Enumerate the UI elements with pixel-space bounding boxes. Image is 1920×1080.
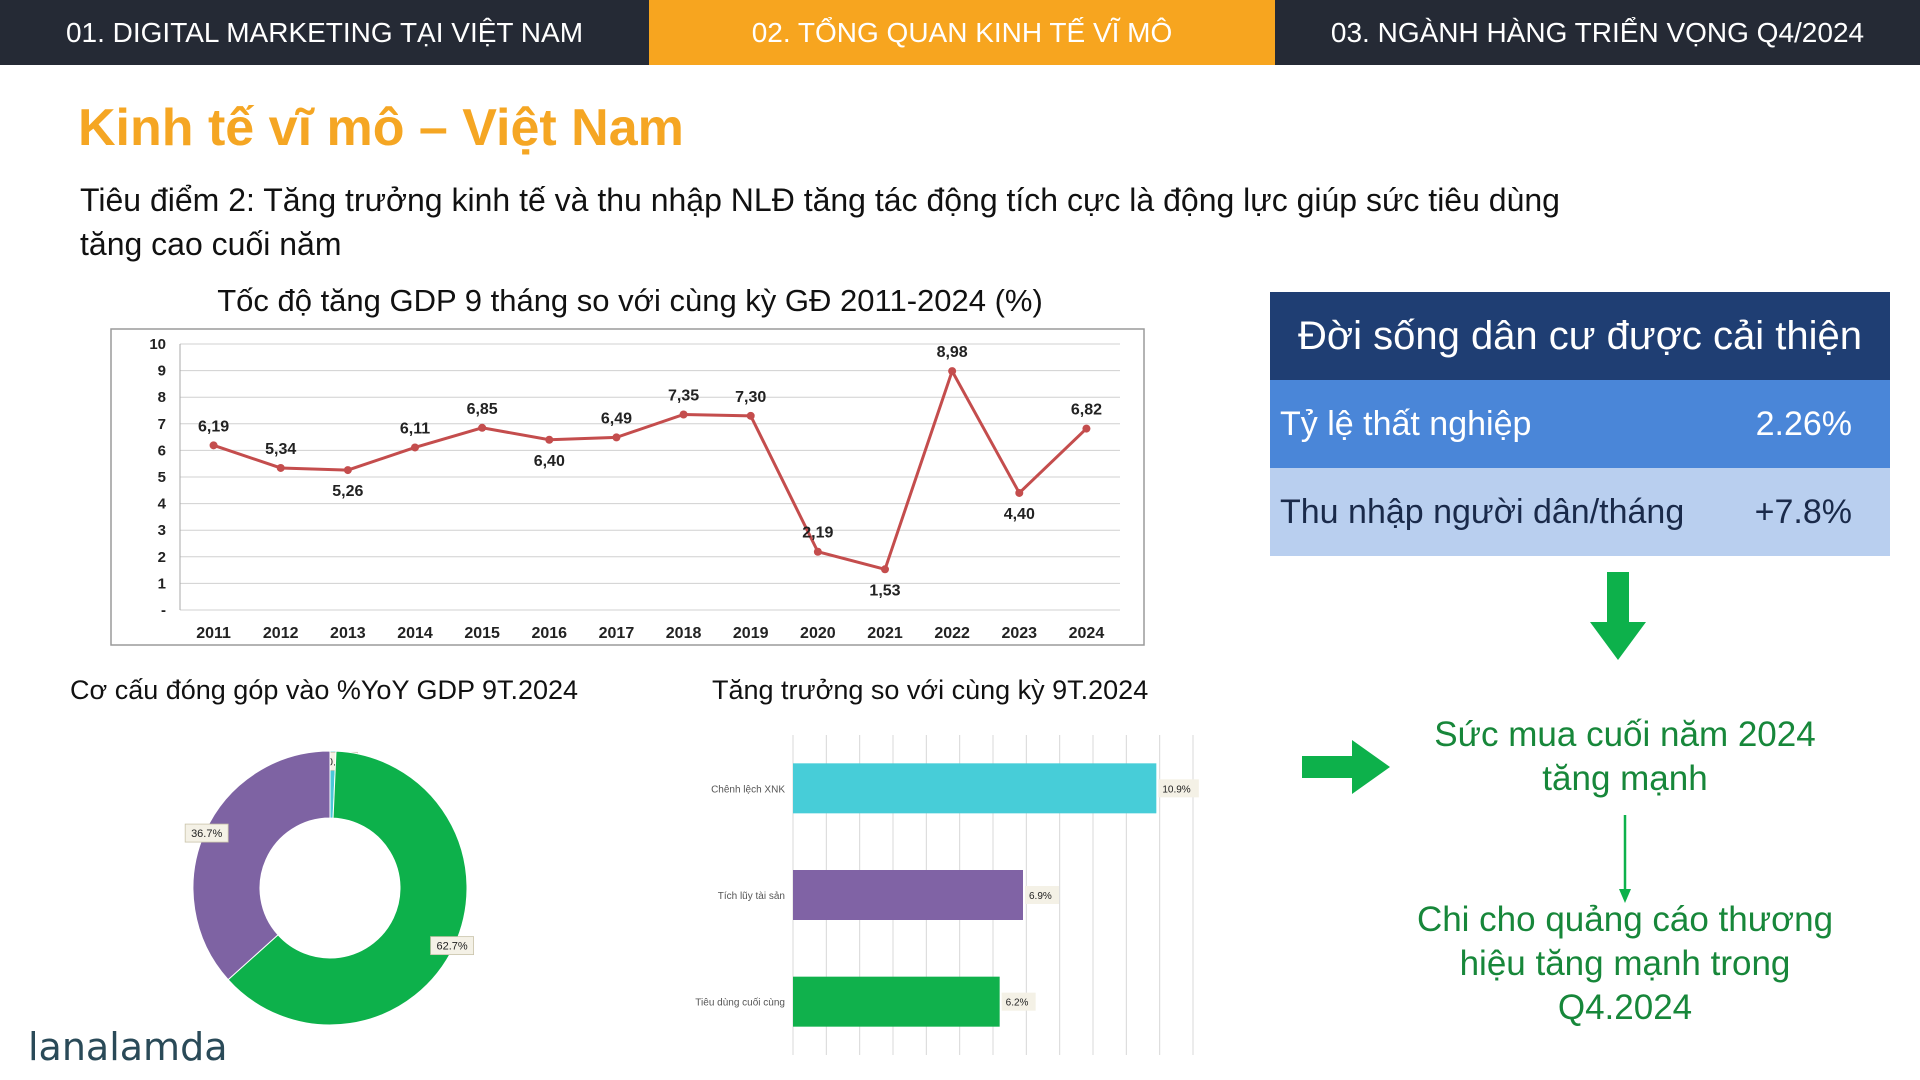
gdp-data-point xyxy=(411,443,419,452)
gdp-data-label: 6,19 xyxy=(198,418,229,435)
gdp-data-label: 6,11 xyxy=(400,420,430,437)
gdp-data-label: 1,53 xyxy=(869,582,900,599)
bar-category-label: Tích lũy tài sản xyxy=(718,891,785,902)
gdp-data-label: 6,49 xyxy=(601,410,632,427)
gdp-y-tick-label: 8 xyxy=(158,389,166,406)
gdp-y-tick-label: - xyxy=(161,602,166,619)
gdp-data-point xyxy=(343,466,352,475)
gdp-x-tick-label: 2019 xyxy=(733,625,769,642)
gdp-x-tick-label: 2022 xyxy=(934,625,970,642)
unemployment-value: 2.26% xyxy=(1755,404,1852,443)
gdp-y-tick-label: 6 xyxy=(158,442,166,459)
gdp-y-tick-label: 10 xyxy=(149,336,166,353)
donut-slice xyxy=(192,750,331,981)
donut-data-label: 62.7% xyxy=(436,941,467,953)
gdp-x-tick-label: 2020 xyxy=(800,625,836,642)
arrow-right-icon xyxy=(1302,740,1390,794)
living-standards-box: Đời sống dân cư được cải thiện Tỷ lệ thấ… xyxy=(1270,292,1890,556)
gdp-chart-frame xyxy=(110,328,1145,646)
unemployment-label: Tỷ lệ thất nghiệp xyxy=(1280,404,1532,443)
section-tabs: 01. DIGITAL MARKETING TẠI VIỆT NAM 02. T… xyxy=(0,0,1920,65)
gdp-chart-title: Tốc độ tăng GDP 9 tháng so với cùng kỳ G… xyxy=(217,283,1043,318)
gdp-data-label: 6,85 xyxy=(467,401,498,418)
gdp-y-tick-label: 9 xyxy=(158,363,166,380)
gdp-data-label: 8,98 xyxy=(937,344,968,361)
donut-label-box xyxy=(430,936,474,956)
gdp-x-tick-label: 2015 xyxy=(464,625,500,642)
gdp-y-tick-label: 3 xyxy=(158,522,166,539)
bar-label-box xyxy=(1025,886,1059,904)
gdp-data-point xyxy=(679,410,688,419)
donut-slice xyxy=(227,750,468,1026)
donut-data-label: 36.7% xyxy=(191,828,222,840)
bar-chart-title: Tăng trưởng so với cùng kỳ 9T.2024 xyxy=(712,675,1149,705)
arrow-down-icon xyxy=(1590,572,1646,660)
gdp-data-label: 5,26 xyxy=(332,483,363,500)
brand-logo: lanalamda xyxy=(28,1025,228,1069)
bar-mark xyxy=(793,763,1157,814)
gdp-y-tick-label: 4 xyxy=(158,496,167,513)
donut-chart-title: Cơ cấu đóng góp vào %YoY GDP 9T.2024 xyxy=(70,675,579,705)
gdp-x-tick-label: 2013 xyxy=(330,625,366,642)
income-value: +7.8% xyxy=(1754,492,1852,531)
bar-data-label: 6.9% xyxy=(1029,891,1052,902)
gdp-line-chart: - 1 2 3 4 5 6 7 8 9 10 2011 2012 2013 2014 2015 2016 2017… xyxy=(110,328,1145,646)
gdp-x-tick-label: 2023 xyxy=(1001,625,1037,642)
gdp-x-tick-label: 2024 xyxy=(1069,625,1105,642)
gdp-y-tick-label: 7 xyxy=(158,416,166,433)
gdp-y-tick-label: 1 xyxy=(158,575,166,592)
bar-label-box xyxy=(1001,992,1036,1011)
bar-mark xyxy=(793,870,1023,920)
gdp-x-tick-label: 2017 xyxy=(599,625,635,642)
gdp-data-point xyxy=(813,547,822,556)
gdp-x-tick-label: 2012 xyxy=(263,625,299,642)
bar-category-label: Chênh lệch XNK xyxy=(711,784,785,795)
bar-data-label: 6.2% xyxy=(1006,998,1029,1009)
gdp-contribution-donut-chart: 0.7%62.7%36.7% xyxy=(184,750,474,1026)
gdp-data-label: 2,19 xyxy=(802,525,833,542)
gdp-data-point xyxy=(209,441,218,450)
bar-label-box xyxy=(1158,779,1199,798)
gdp-x-tick-label: 2016 xyxy=(531,625,567,642)
gdp-data-point xyxy=(478,423,487,432)
tab-macro-overview[interactable]: 02. TỔNG QUAN KINH TẾ VĨ MÔ xyxy=(649,0,1275,65)
gdp-data-point xyxy=(881,565,889,574)
tab-prospective-industries[interactable]: 03. NGÀNH HÀNG TRIỂN VỌNG Q4/2024 xyxy=(1275,0,1920,65)
income-row: Thu nhập người dân/tháng +7.8% xyxy=(1270,468,1890,556)
gdp-data-point xyxy=(545,435,554,444)
living-standards-header: Đời sống dân cư được cải thiện xyxy=(1270,292,1890,380)
income-label: Thu nhập người dân/tháng xyxy=(1280,492,1685,531)
gdp-data-point xyxy=(276,463,285,472)
gdp-x-tick-label: 2011 xyxy=(196,625,231,642)
bar-data-label: 10.9% xyxy=(1162,784,1190,795)
ad-spend-text: Chi cho quảng cáo thương hiệu tăng mạnh … xyxy=(1416,900,1834,1027)
growth-bar-chart: Chênh lệch XNK 10.9% Tích lũy tài sản 6.9% T… xyxy=(695,735,1199,1055)
unemployment-row: Tỷ lệ thất nghiệp 2.26% xyxy=(1270,380,1890,468)
gdp-data-label: 5,34 xyxy=(265,441,296,458)
gdp-x-tick-label: 2014 xyxy=(397,625,433,642)
tab-digital-marketing[interactable]: 01. DIGITAL MARKETING TẠI VIỆT NAM xyxy=(0,0,649,65)
gdp-data-label: 7,35 xyxy=(668,387,699,404)
gdp-series-line xyxy=(213,367,1088,572)
gdp-data-point xyxy=(746,411,755,420)
arrow-down-thin-icon xyxy=(1619,815,1631,903)
gdp-data-label: 7,30 xyxy=(735,389,766,406)
donut-label-box xyxy=(184,823,229,843)
gdp-y-tick-label: 2 xyxy=(158,549,166,566)
gdp-x-tick-label: 2018 xyxy=(666,625,702,642)
page-subtitle: Tiêu điểm 2: Tăng trưởng kinh tế và thu … xyxy=(80,182,1560,262)
gdp-y-tick-label: 5 xyxy=(158,469,166,486)
gdp-data-point xyxy=(612,433,621,442)
gdp-data-point xyxy=(1015,488,1024,497)
bar-mark xyxy=(793,976,1000,1027)
gdp-data-point xyxy=(1082,424,1091,433)
purchasing-power-text: Sức mua cuối năm 2024 tăng mạnh xyxy=(1434,715,1816,798)
bar-category-label: Tiêu dùng cuối cùng xyxy=(695,997,785,1009)
page-title: Kinh tế vĩ mô – Việt Nam xyxy=(78,99,684,157)
gdp-data-label: 6,82 xyxy=(1071,402,1102,419)
gdp-data-label: 4,40 xyxy=(1004,506,1035,523)
gdp-data-label: 6,40 xyxy=(534,453,565,470)
gdp-x-tick-label: 2021 xyxy=(867,625,903,642)
gdp-data-point xyxy=(948,367,957,376)
